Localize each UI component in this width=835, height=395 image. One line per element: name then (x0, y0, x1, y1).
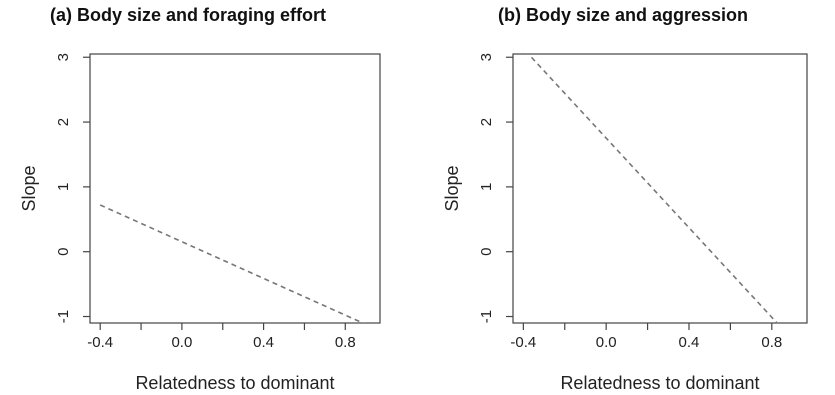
x-tick-label: 0.0 (596, 334, 617, 351)
x-tick-label: 0.4 (253, 334, 274, 351)
y-tick-label: 1 (478, 183, 495, 191)
y-tick-label: 3 (478, 53, 495, 61)
y-tick-label: 0 (55, 248, 72, 256)
y-tick-label: 3 (55, 53, 72, 61)
y-axis-label: Slope (19, 165, 39, 211)
x-axis-label: Relatedness to dominant (135, 373, 334, 393)
x-axis-label: Relatedness to dominant (560, 373, 759, 393)
y-tick-label: -1 (55, 310, 72, 323)
series-line (527, 54, 779, 323)
x-tick-label: 0.4 (679, 334, 700, 351)
chart-title-b: (b) Body size and aggression (498, 5, 749, 25)
x-tick-label: 0.8 (761, 334, 782, 351)
x-tick-label: 0.0 (171, 334, 192, 351)
y-tick-label: -1 (478, 310, 495, 323)
chart-panel-1: -0.4 0.0 0.4 0.8 -1 0 1 2 3 Relatedness to domina… (19, 53, 381, 393)
y-tick-label: 0 (478, 248, 495, 256)
y-tick-label: 2 (55, 118, 72, 126)
chart-title-a: (a) Body size and foraging effort (50, 5, 327, 25)
x-tick-label: -0.4 (510, 334, 536, 351)
x-tick-label: -0.4 (87, 334, 113, 351)
y-tick-label: 2 (478, 118, 495, 126)
chart-panel-2: -0.4 0.0 0.4 0.8 -1 0 1 2 3 Relatedness to domina… (442, 53, 808, 393)
plot-frame (512, 53, 808, 324)
series-line (99, 204, 365, 323)
x-tick-label: 0.8 (335, 334, 356, 351)
y-axis-label: Slope (442, 165, 462, 211)
plot-frame (89, 53, 381, 324)
y-tick-label: 1 (55, 183, 72, 191)
